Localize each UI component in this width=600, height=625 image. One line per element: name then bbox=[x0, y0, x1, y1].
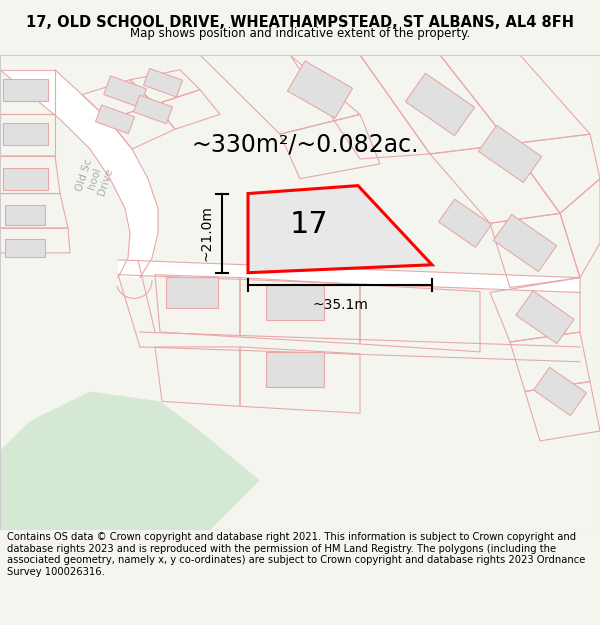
Polygon shape bbox=[493, 214, 557, 272]
Polygon shape bbox=[95, 105, 134, 134]
Polygon shape bbox=[2, 123, 47, 145]
Polygon shape bbox=[104, 76, 146, 108]
Polygon shape bbox=[439, 199, 491, 248]
Polygon shape bbox=[143, 68, 182, 97]
Polygon shape bbox=[30, 94, 108, 119]
Polygon shape bbox=[0, 70, 82, 94]
Text: ~330m²/~0.082ac.: ~330m²/~0.082ac. bbox=[191, 132, 419, 156]
Polygon shape bbox=[166, 277, 218, 308]
Polygon shape bbox=[2, 168, 47, 189]
Polygon shape bbox=[5, 239, 45, 257]
Polygon shape bbox=[60, 119, 132, 149]
Polygon shape bbox=[533, 368, 586, 416]
Polygon shape bbox=[266, 285, 324, 320]
Polygon shape bbox=[266, 352, 324, 387]
Polygon shape bbox=[128, 233, 158, 258]
Text: Map shows position and indicative extent of the property.: Map shows position and indicative extent… bbox=[130, 27, 470, 39]
Polygon shape bbox=[2, 79, 47, 101]
Text: ~21.0m: ~21.0m bbox=[200, 205, 214, 261]
Polygon shape bbox=[5, 206, 45, 225]
Text: ~35.1m: ~35.1m bbox=[312, 298, 368, 312]
Polygon shape bbox=[90, 149, 148, 179]
Polygon shape bbox=[110, 179, 158, 208]
Polygon shape bbox=[118, 260, 580, 292]
Polygon shape bbox=[287, 61, 353, 118]
Text: 17: 17 bbox=[290, 210, 329, 239]
Polygon shape bbox=[133, 95, 173, 124]
Polygon shape bbox=[125, 208, 158, 233]
Text: Old Sc
hool
Drive: Old Sc hool Drive bbox=[75, 158, 115, 199]
Polygon shape bbox=[0, 391, 260, 530]
Text: Contains OS data © Crown copyright and database right 2021. This information is : Contains OS data © Crown copyright and d… bbox=[7, 532, 586, 577]
Polygon shape bbox=[478, 126, 542, 182]
Polygon shape bbox=[406, 73, 475, 136]
Polygon shape bbox=[516, 291, 574, 344]
Polygon shape bbox=[248, 186, 432, 272]
Polygon shape bbox=[118, 258, 152, 278]
Text: 17, OLD SCHOOL DRIVE, WHEATHAMPSTEAD, ST ALBANS, AL4 8FH: 17, OLD SCHOOL DRIVE, WHEATHAMPSTEAD, ST… bbox=[26, 16, 574, 31]
